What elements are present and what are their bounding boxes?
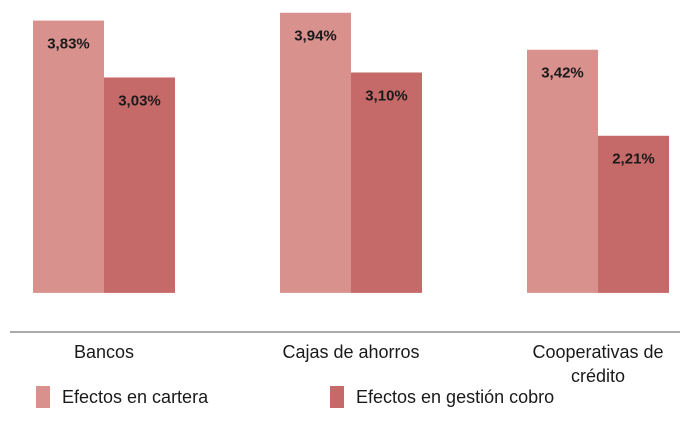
bar xyxy=(280,12,351,293)
value-label: 2,21% xyxy=(612,151,655,168)
legend-label: Efectos en cartera xyxy=(62,386,209,407)
bar xyxy=(598,135,669,293)
legend-item: Efectos en gestión cobro xyxy=(330,386,554,408)
bar xyxy=(33,20,104,293)
x-tick-label: Cajas de ahorros xyxy=(282,342,420,362)
x-tick-label: Bancos xyxy=(73,342,135,362)
value-label: 3,03% xyxy=(118,92,161,109)
bar xyxy=(351,72,422,293)
value-label: 3,83% xyxy=(47,36,90,53)
legend-swatch xyxy=(330,386,344,408)
legend-item: Efectos en cartera xyxy=(36,386,208,408)
bar xyxy=(104,77,175,293)
value-label: 3,10% xyxy=(365,87,408,104)
bar xyxy=(527,49,598,293)
value-label: 3,94% xyxy=(294,28,337,45)
legend-swatch xyxy=(36,386,50,408)
value-label: 3,42% xyxy=(541,65,584,82)
x-tick-label: Cooperativas de crédito xyxy=(532,342,664,386)
legend-label: Efectos en gestión cobro xyxy=(356,386,555,407)
